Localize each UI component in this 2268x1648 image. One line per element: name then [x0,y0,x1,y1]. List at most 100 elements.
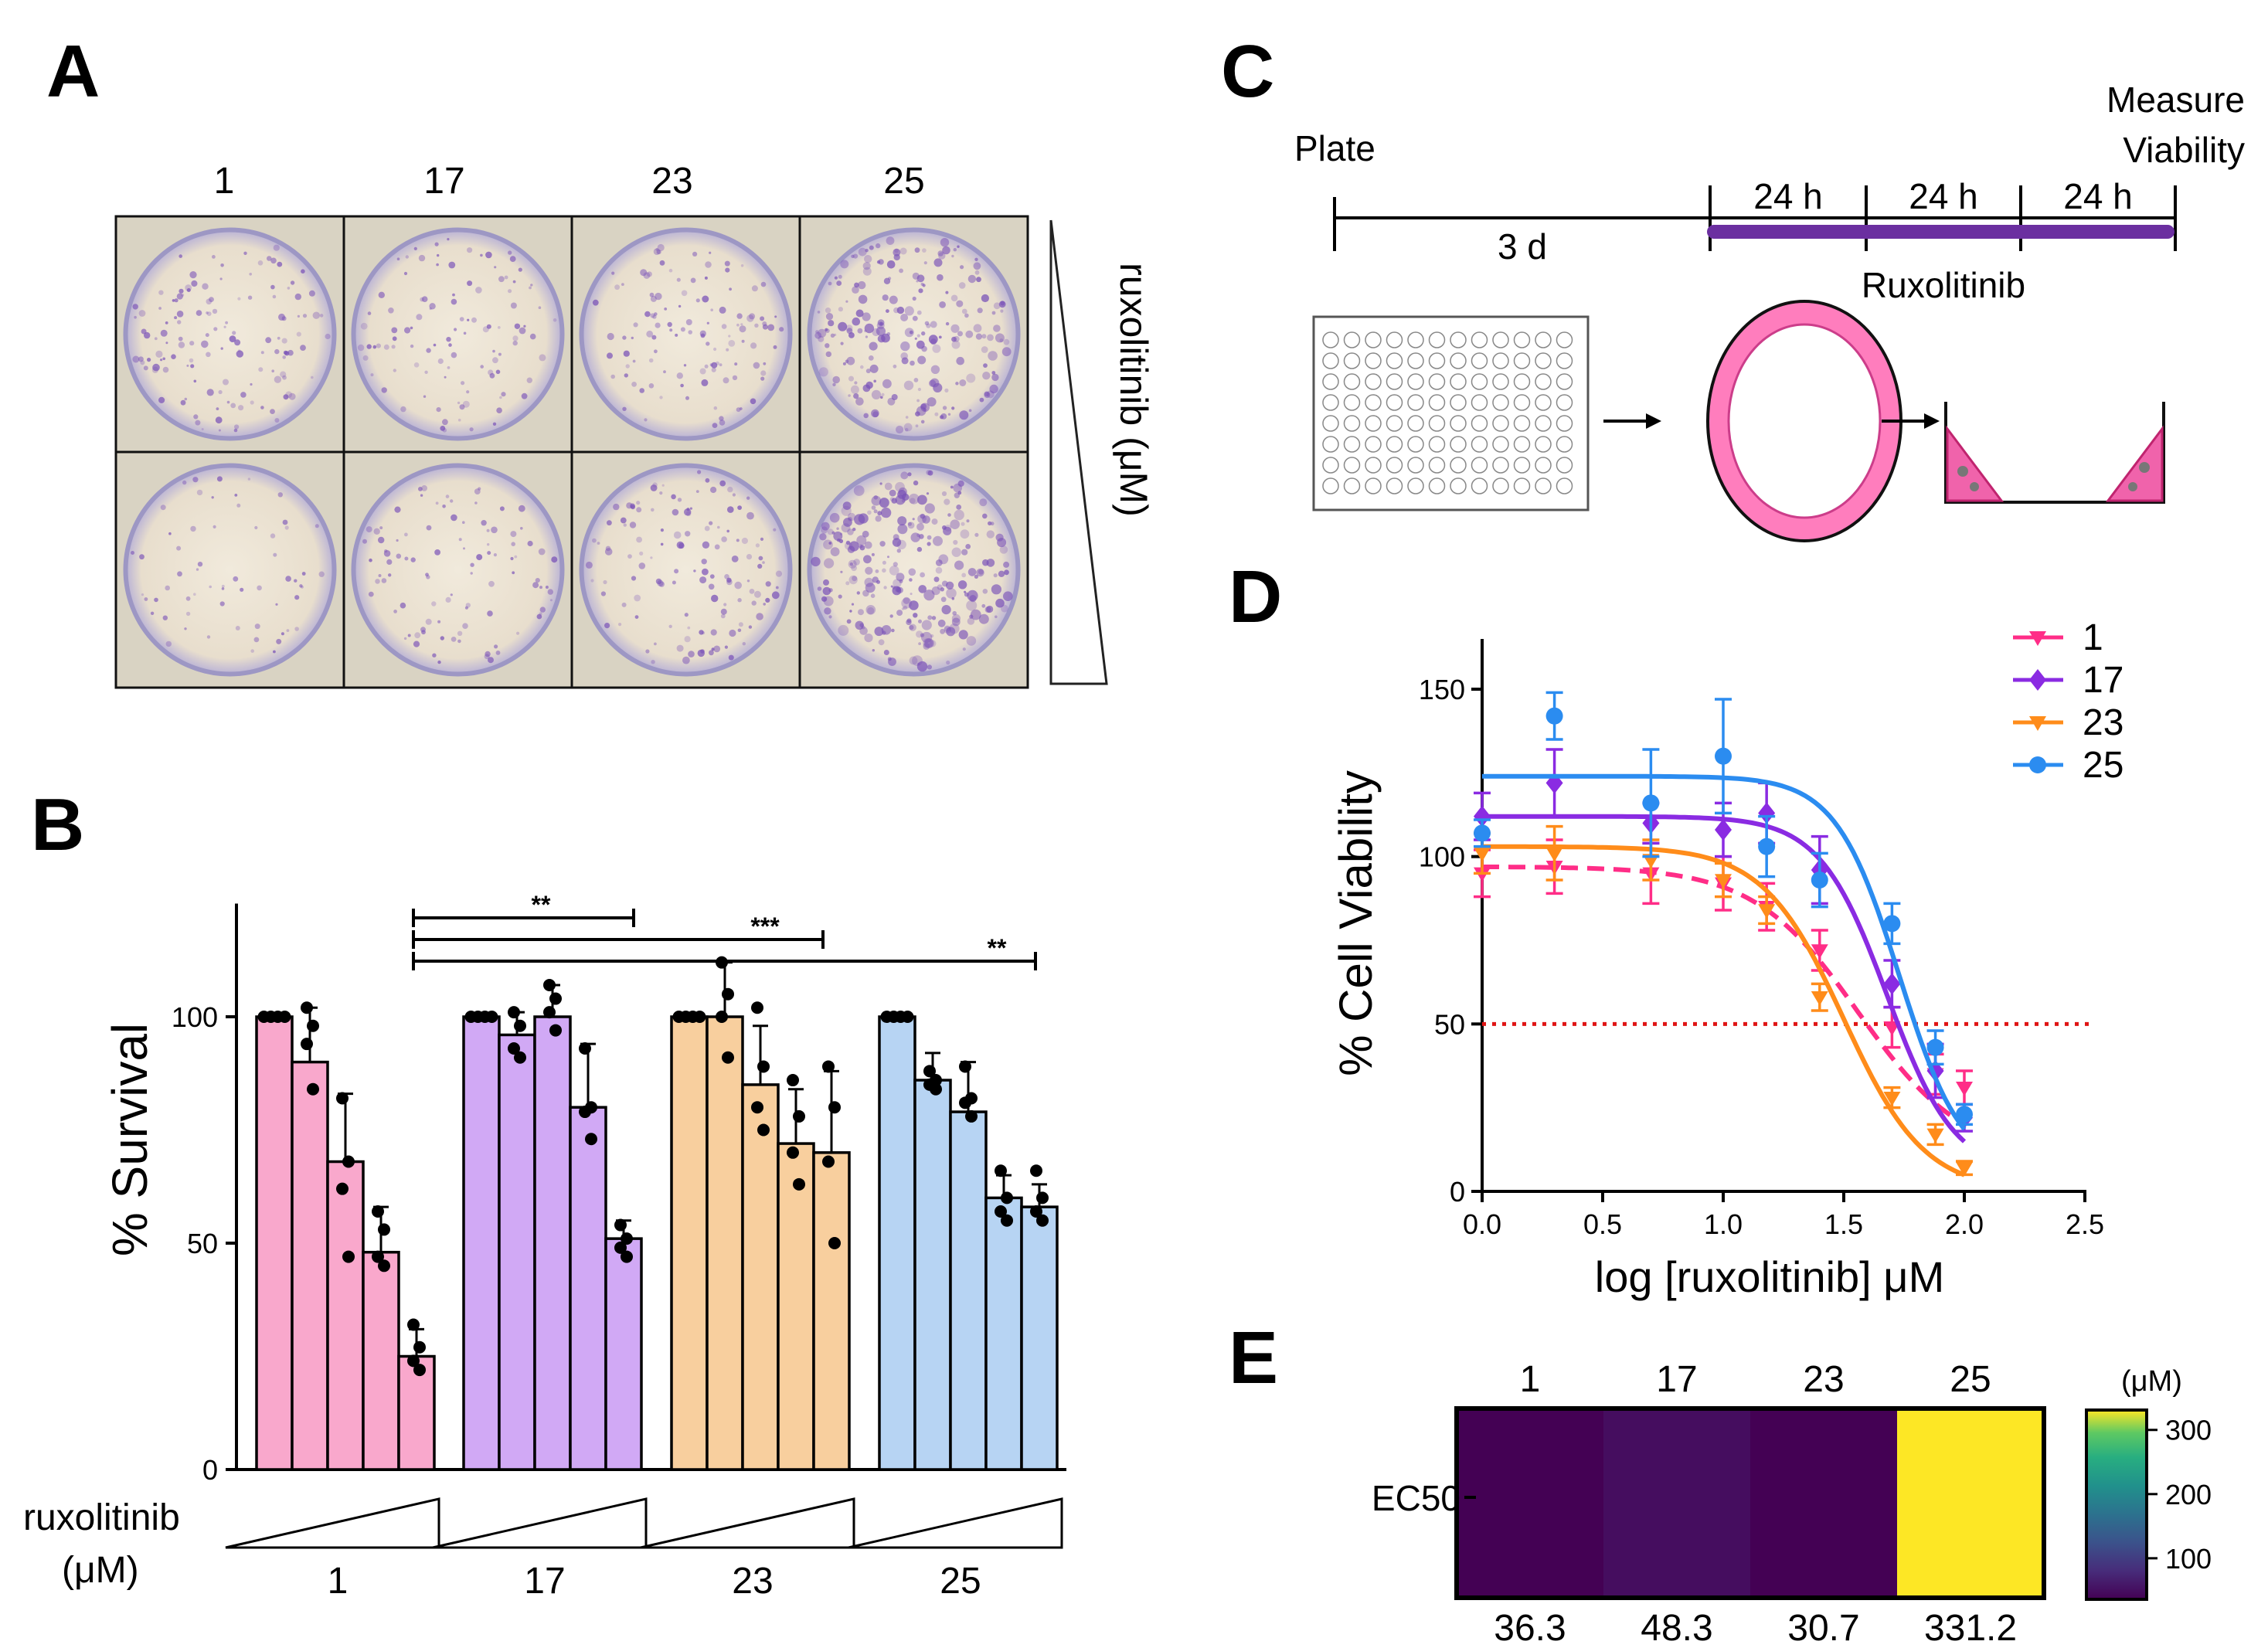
colony [893,562,898,567]
colony [165,321,168,325]
colony [944,625,950,632]
colony [621,602,627,607]
data-point [514,1051,526,1064]
colony [280,371,287,378]
data-marker [1883,973,1901,995]
colony [900,314,909,321]
colony [710,486,717,494]
data-point [514,1019,526,1032]
well [1386,477,1403,494]
colony [190,525,196,532]
colony [728,340,736,347]
colony [702,541,710,549]
colony [288,392,296,400]
colony [729,287,732,291]
colony [817,586,822,591]
colony [644,311,651,318]
heatmap-cell [1457,1408,1604,1598]
colony [319,314,324,318]
colony [452,293,455,297]
colony [905,416,909,419]
colony [683,364,687,367]
colony [684,636,691,643]
colony [230,403,236,409]
colony [651,508,655,512]
colony [209,585,213,589]
colony [624,373,628,378]
colony [914,337,917,340]
colony [916,340,925,349]
colony [709,574,715,579]
colony [247,295,253,300]
colony [283,350,288,355]
colony [946,588,957,599]
colony [988,351,998,361]
well [1450,331,1467,348]
colony [909,330,913,335]
colony [302,314,308,318]
well [1428,457,1446,474]
colony [485,251,492,259]
colony [432,653,437,658]
data-marker [1474,847,1491,862]
colony [961,549,968,556]
colony [154,337,158,341]
colony [959,379,967,386]
colony [879,541,886,547]
colony [945,321,950,326]
colony [147,358,151,362]
colony [852,576,858,582]
colony [828,281,832,286]
colony [941,491,947,497]
colony [425,618,432,625]
colony [668,624,672,628]
colony [916,546,923,552]
colony [896,306,905,314]
colony [604,548,613,556]
colony [734,581,742,590]
colony [436,263,439,267]
colony [823,596,834,607]
colony [480,365,484,369]
well [1513,436,1531,453]
colony [847,545,855,553]
colony [660,528,665,532]
colony [471,317,477,323]
colony [741,537,749,545]
colony [838,274,842,279]
colony [277,261,283,267]
colony [646,330,654,338]
b-y-tick-label: 50 [187,1228,218,1259]
colony [457,401,461,405]
colony [760,281,767,287]
colony [832,375,840,384]
well [1322,352,1339,369]
colony [845,300,848,303]
legend-label: 23 [2083,702,2123,743]
colony [457,630,463,636]
colony [600,591,607,596]
colony [844,542,853,550]
colony [974,257,978,261]
colony [459,404,465,410]
colony [655,322,661,328]
data-point [549,992,562,1005]
colony [294,627,299,631]
colony [657,579,664,587]
well [1407,373,1424,390]
colony [221,587,225,590]
colony [195,420,201,426]
colony [413,246,417,250]
colony [447,238,450,241]
colony [1004,569,1009,576]
data-marker [1715,874,1732,889]
data-point [307,1082,319,1096]
well [1343,331,1361,348]
data-point [930,1082,942,1096]
colony [454,328,457,331]
colony [858,247,867,257]
colony [381,387,387,393]
colony [215,416,223,424]
colony [538,306,542,310]
colony [903,423,913,432]
